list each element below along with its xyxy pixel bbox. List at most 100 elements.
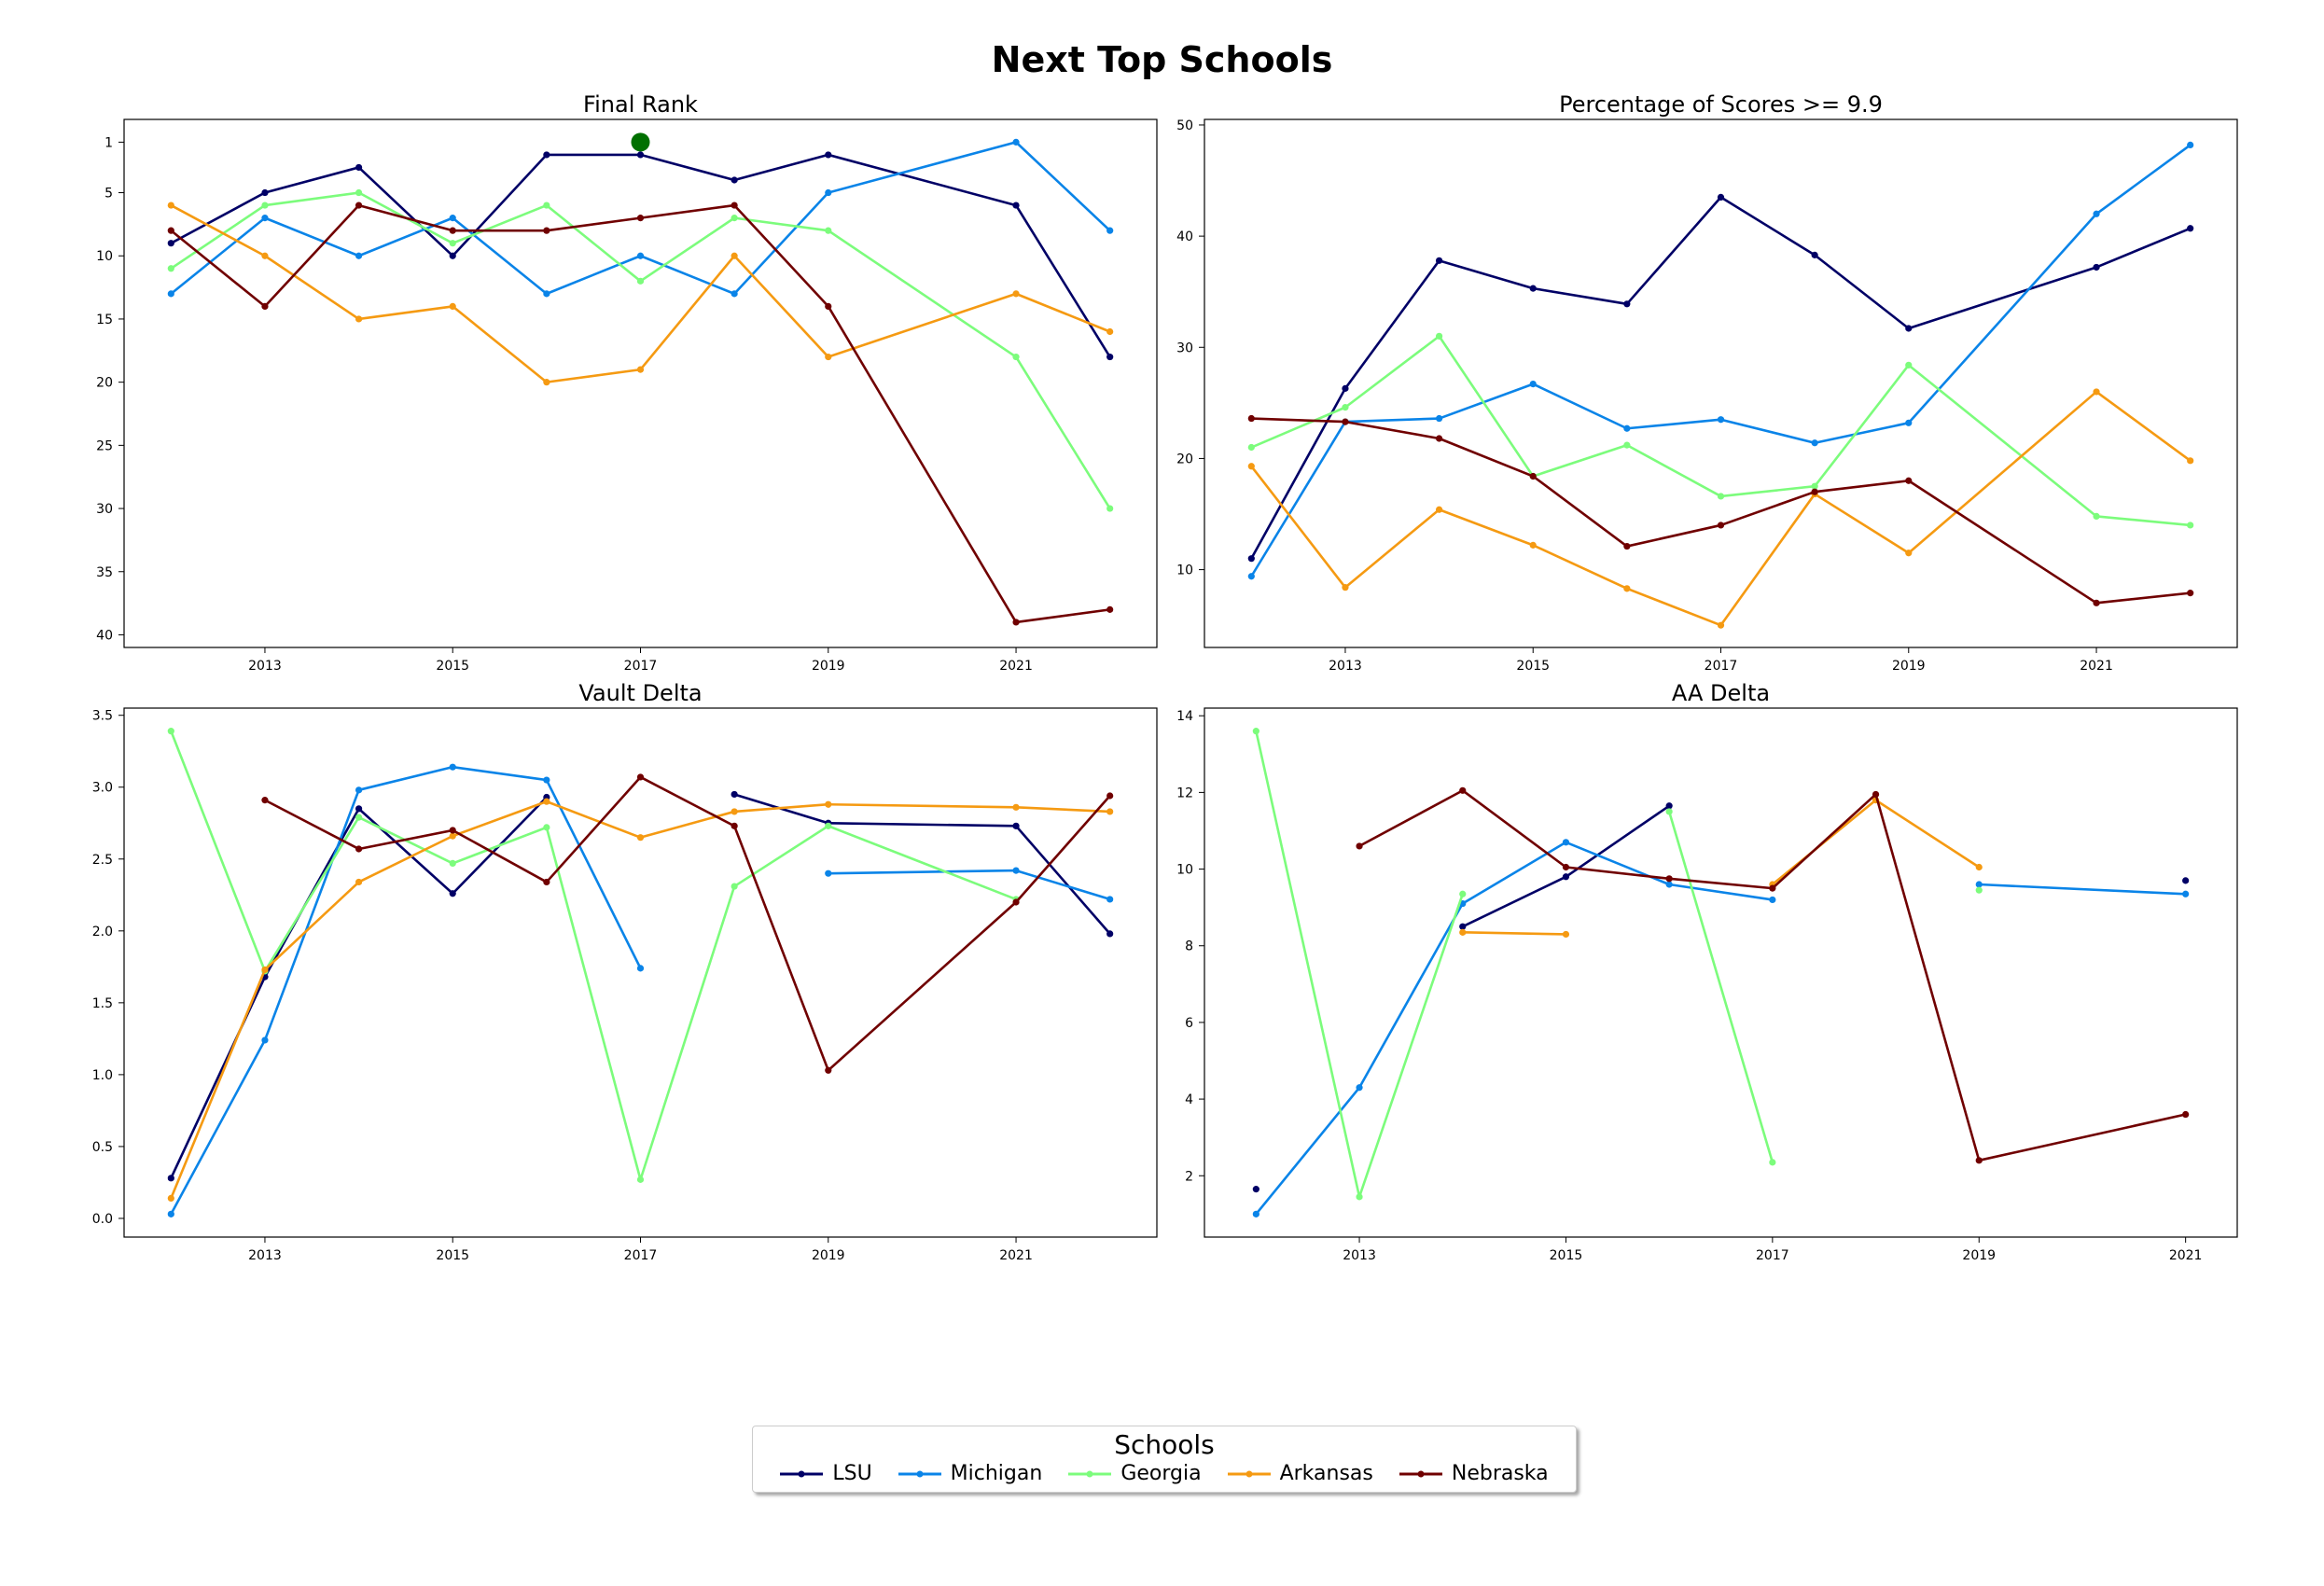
data-point-arkansas: [261, 966, 269, 974]
data-point-arkansas: [449, 832, 456, 840]
data-point-michigan: [1529, 380, 1537, 388]
data-point-lsu: [1811, 251, 1818, 258]
data-point-lsu: [167, 1175, 174, 1182]
y-tick-label: 25: [96, 438, 113, 453]
data-point-nebraska: [1769, 884, 1776, 892]
panel-title: Percentage of Scores >= 9.9: [1559, 91, 1883, 118]
y-tick-label: 2.5: [92, 853, 113, 868]
data-point-georgia: [1623, 441, 1631, 449]
series-lsu: [1252, 802, 2190, 1193]
data-point-georgia: [1769, 1159, 1776, 1166]
x-tick-label: 2019: [1892, 659, 1926, 674]
series-michigan: [167, 763, 1114, 1217]
series-line-michigan: [1255, 841, 1774, 1216]
data-point-nebraska: [1012, 898, 1020, 906]
data-point-lsu: [167, 240, 174, 247]
x-tick-label: 2017: [624, 1248, 658, 1263]
data-point-lsu: [1717, 193, 1725, 202]
chart-panel-vault-delta: Vault Delta 2013 2015 2017 2019 2021 0.0 0.5 1.0…: [92, 680, 1158, 1263]
y-tick-label: 50: [1176, 118, 1193, 133]
data-point-georgia: [1342, 404, 1349, 411]
data-point-georgia: [1252, 728, 1259, 735]
data-point-nebraska: [1905, 477, 1913, 484]
data-point-nebraska: [1872, 790, 1880, 799]
data-point-georgia: [543, 202, 550, 209]
data-point-nebraska: [2187, 590, 2194, 597]
data-point-nebraska: [731, 202, 738, 209]
data-point-georgia: [731, 883, 738, 890]
data-point-arkansas: [1459, 928, 1467, 936]
x-tick-label: 2017: [1756, 1248, 1789, 1263]
data-point-michigan: [167, 290, 174, 298]
data-point-arkansas: [167, 202, 174, 209]
data-point-michigan: [636, 965, 645, 972]
data-point-lsu: [1623, 300, 1631, 308]
data-point-georgia: [449, 859, 456, 868]
data-point-arkansas: [1247, 463, 1255, 470]
data-point-arkansas: [731, 808, 738, 815]
data-point-michigan: [2187, 141, 2194, 149]
data-point-arkansas: [543, 798, 550, 805]
data-point-lsu: [1342, 384, 1349, 392]
series-line-arkansas: [1772, 799, 1980, 886]
series-line-georgia: [1255, 730, 1464, 1199]
data-point-georgia: [825, 227, 832, 234]
series-line-nebraska: [1358, 789, 2186, 1162]
data-point-nebraska: [167, 227, 174, 234]
data-point-nebraska: [1247, 414, 1255, 423]
data-point-nebraska: [449, 827, 456, 834]
data-point-lsu: [2093, 263, 2100, 271]
data-point-lsu: [1435, 257, 1443, 264]
data-point-michigan: [355, 252, 363, 259]
data-point-nebraska: [261, 797, 269, 804]
legend-label: LSU: [832, 1462, 872, 1485]
series-line-lsu: [1250, 196, 2192, 560]
series-line-michigan: [170, 141, 1111, 296]
y-tick-label: 20: [96, 376, 113, 391]
data-point-lsu: [1665, 802, 1673, 810]
data-point-lsu: [449, 890, 456, 897]
data-point-michigan: [1665, 881, 1673, 888]
data-point-georgia: [1106, 505, 1114, 512]
data-point-arkansas: [1012, 803, 1020, 811]
legend-swatch: [898, 1470, 941, 1477]
data-point-michigan: [1356, 1084, 1363, 1092]
data-point-lsu: [1529, 285, 1537, 292]
data-point-lsu: [731, 790, 738, 799]
y-tick-label: 10: [1176, 863, 1193, 878]
plot-frame: [123, 118, 1158, 648]
legend-item-georgia: Georgia: [1068, 1462, 1202, 1485]
series-arkansas: [167, 798, 1114, 1202]
data-point-michigan: [449, 763, 456, 771]
series-georgia: [167, 728, 1020, 1183]
data-point-michigan: [1717, 416, 1725, 424]
data-point-michigan: [1975, 881, 1983, 888]
y-tick-label: 3.0: [92, 781, 113, 796]
data-point-lsu: [261, 188, 269, 197]
data-point-nebraska: [825, 1066, 832, 1074]
data-point-georgia: [825, 822, 832, 829]
data-point-lsu: [2187, 225, 2194, 232]
series-line-nebraska: [1251, 417, 2191, 605]
y-tick-label: 35: [96, 565, 113, 580]
y-tick-label: 12: [1176, 786, 1193, 800]
data-point-michigan: [1252, 1210, 1259, 1217]
legend-item-lsu: LSU: [780, 1462, 872, 1485]
legend-label: Georgia: [1120, 1462, 1202, 1485]
data-point-lsu: [1012, 202, 1020, 209]
plot-frame: [1204, 707, 2238, 1238]
series-arkansas: [167, 202, 1114, 386]
panel-title: Final Rank: [583, 91, 698, 118]
series-michigan: [1247, 141, 2194, 580]
series-michigan: [1252, 839, 2190, 1217]
data-point-georgia: [1247, 443, 1255, 452]
y-tick-label: 2: [1185, 1169, 1193, 1184]
data-point-michigan: [261, 1036, 269, 1044]
y-tick-label: 0.5: [92, 1140, 113, 1155]
x-tick-label: 2021: [2080, 659, 2113, 674]
data-point-georgia: [636, 1176, 645, 1183]
data-point-michigan: [825, 870, 832, 877]
data-point-georgia: [167, 728, 174, 735]
data-point-nebraska: [1811, 488, 1818, 495]
data-point-arkansas: [636, 366, 645, 373]
